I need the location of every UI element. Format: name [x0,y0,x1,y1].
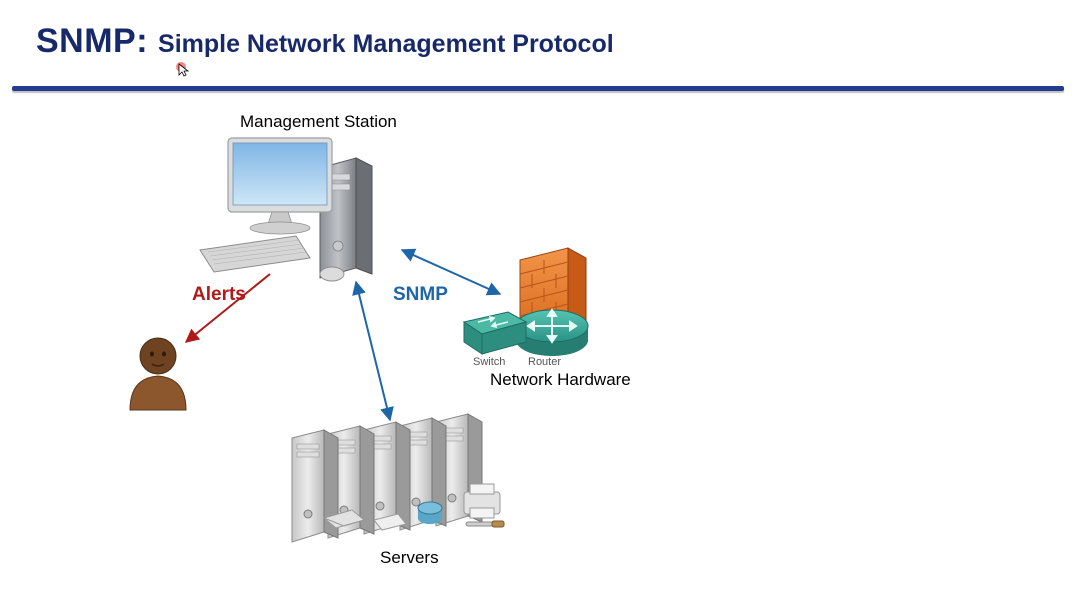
edge-snmp-servers [356,282,390,420]
snmp-edge-label: SNMP [393,284,448,306]
switch-sublabel: Switch [473,356,505,368]
network-hardware-icon [464,248,588,356]
router-sublabel: Router [528,356,561,368]
person-icon [130,338,186,410]
management-station-icon [200,138,372,281]
servers-label: Servers [380,548,439,568]
servers-icon [292,414,504,542]
network-hardware-label: Network Hardware [490,370,631,390]
alerts-edge-label: Alerts [192,284,246,306]
management-station-label: Management Station [240,112,397,132]
diagram-canvas [0,0,1076,604]
